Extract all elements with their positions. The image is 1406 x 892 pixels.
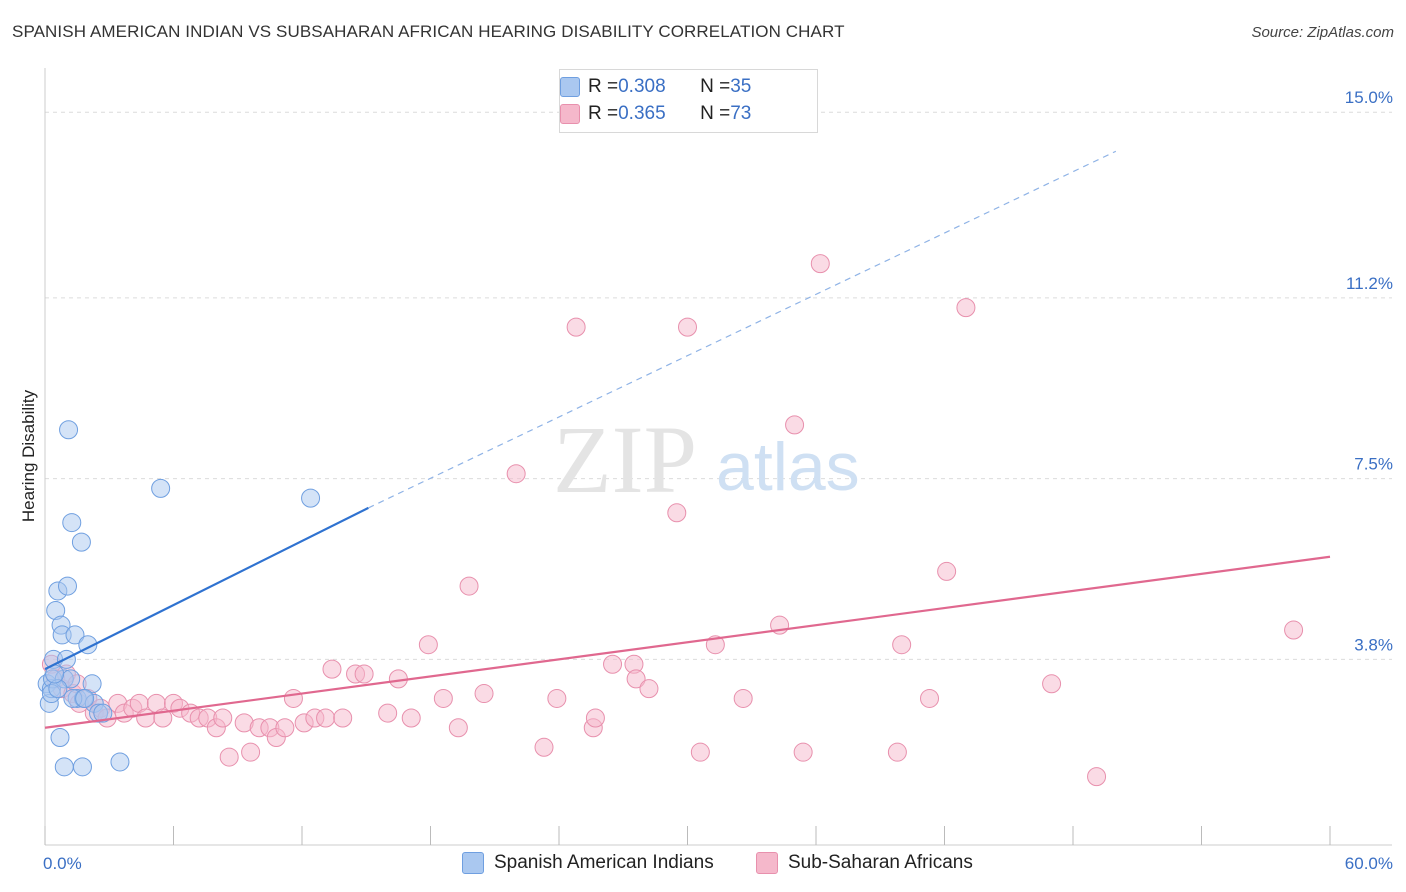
pink-point <box>892 635 912 655</box>
pink-point <box>378 703 398 723</box>
blue-point <box>301 488 321 508</box>
pink-point <box>956 298 976 318</box>
pink-point <box>459 576 479 596</box>
x-tick-label: 0.0% <box>43 854 82 873</box>
pink-points <box>41 254 1304 787</box>
bottom-legend-pink: Sub-Saharan Africans <box>756 852 973 874</box>
pink-point <box>418 635 438 655</box>
pink-point <box>433 688 453 708</box>
watermark: ZIP atlas <box>553 406 860 513</box>
pink-point <box>810 254 830 274</box>
pink-point <box>678 317 697 337</box>
bottom-legend-swatch-blue <box>462 852 484 874</box>
y-axis-label: Hearing Disability <box>19 389 38 522</box>
bottom-legend-label: Sub-Saharan Africans <box>788 852 973 873</box>
blue-point <box>54 757 74 777</box>
bottom-legend-label: Spanish American Indians <box>494 852 714 873</box>
blue-points <box>37 420 321 777</box>
pink-point <box>1042 674 1062 694</box>
pink-point <box>626 669 646 689</box>
pink-point <box>506 464 526 484</box>
legend-n-label: N = <box>700 103 731 124</box>
pink-point <box>793 742 813 762</box>
blue-point <box>62 513 82 533</box>
legend-n-value: 73 <box>730 103 752 124</box>
axis-layer <box>44 68 1392 846</box>
grid-layer <box>45 111 1392 660</box>
pink-point <box>219 747 239 767</box>
legend-swatch-pink <box>560 104 580 124</box>
blue-trend-line <box>44 506 369 671</box>
pink-point <box>322 659 342 679</box>
chart-title: SPANISH AMERICAN INDIAN VS SUBSAHARAN AF… <box>12 22 845 41</box>
blue-point <box>110 752 130 772</box>
pink-point <box>333 708 353 728</box>
pink-point <box>690 742 710 762</box>
pink-point <box>1087 767 1107 787</box>
blue-point <box>75 688 95 708</box>
y-tick-label: 15.0% <box>1345 88 1393 107</box>
blue-point <box>93 703 113 723</box>
pink-point <box>937 561 957 581</box>
blue-point <box>59 420 79 440</box>
legend-row-blue: R = 0.308 N = 35 <box>560 76 752 98</box>
source-label: Source: ZipAtlas.com <box>1251 24 1394 41</box>
legend: R = 0.308 N = 35 R = 0.365 N = 73 <box>559 69 818 133</box>
pink-point <box>448 718 468 738</box>
pink-point <box>534 737 554 757</box>
legend-r-value: 0.308 <box>618 76 666 97</box>
pink-point <box>316 708 336 728</box>
blue-point <box>71 532 91 552</box>
blue-point <box>151 478 171 498</box>
pink-point <box>785 415 805 435</box>
pink-point <box>585 708 605 728</box>
y-tick-label: 11.2% <box>1346 274 1393 293</box>
legend-r-label: R = <box>588 76 619 97</box>
x-tick-label: 60.0% <box>1345 854 1393 873</box>
pink-point <box>354 664 374 684</box>
legend-r-label: R = <box>588 103 619 124</box>
pink-point <box>920 688 940 708</box>
pink-point <box>1284 620 1304 640</box>
pink-trend-line <box>44 555 1331 729</box>
legend-n-value: 35 <box>730 76 752 97</box>
bottom-legend-swatch-pink <box>756 852 778 874</box>
watermark-zip: ZIP <box>553 406 697 513</box>
bottom-legend-blue: Spanish American Indians <box>462 852 714 874</box>
legend-r-value: 0.365 <box>618 103 666 124</box>
blue-point <box>50 728 70 748</box>
pink-point <box>547 688 567 708</box>
pink-point <box>401 708 421 728</box>
pink-point <box>887 742 907 762</box>
label-layer: 3.8% 7.5% 11.2% 15.0% 0.0% 60.0% Hearing Disab… <box>19 88 1393 873</box>
y-tick-label: 3.8% <box>1354 635 1393 654</box>
watermark-atlas: atlas <box>716 429 860 505</box>
trend-layer <box>44 150 1331 729</box>
blue-point <box>72 757 92 777</box>
pink-point <box>275 718 295 738</box>
blue-point <box>65 625 85 645</box>
pink-point <box>733 688 753 708</box>
pink-point <box>639 679 659 699</box>
pink-point <box>283 688 303 708</box>
y-tick-label: 7.5% <box>1354 455 1393 474</box>
pink-point <box>667 503 687 523</box>
pink-point <box>474 684 494 704</box>
pink-point <box>603 654 623 674</box>
pink-point <box>566 317 586 337</box>
legend-row-pink: R = 0.365 N = 73 <box>560 103 752 125</box>
blue-point <box>57 576 77 596</box>
pink-point <box>241 742 261 762</box>
legend-swatch-blue <box>560 77 580 97</box>
legend-n-label: N = <box>700 76 731 97</box>
pink-point <box>213 708 233 728</box>
